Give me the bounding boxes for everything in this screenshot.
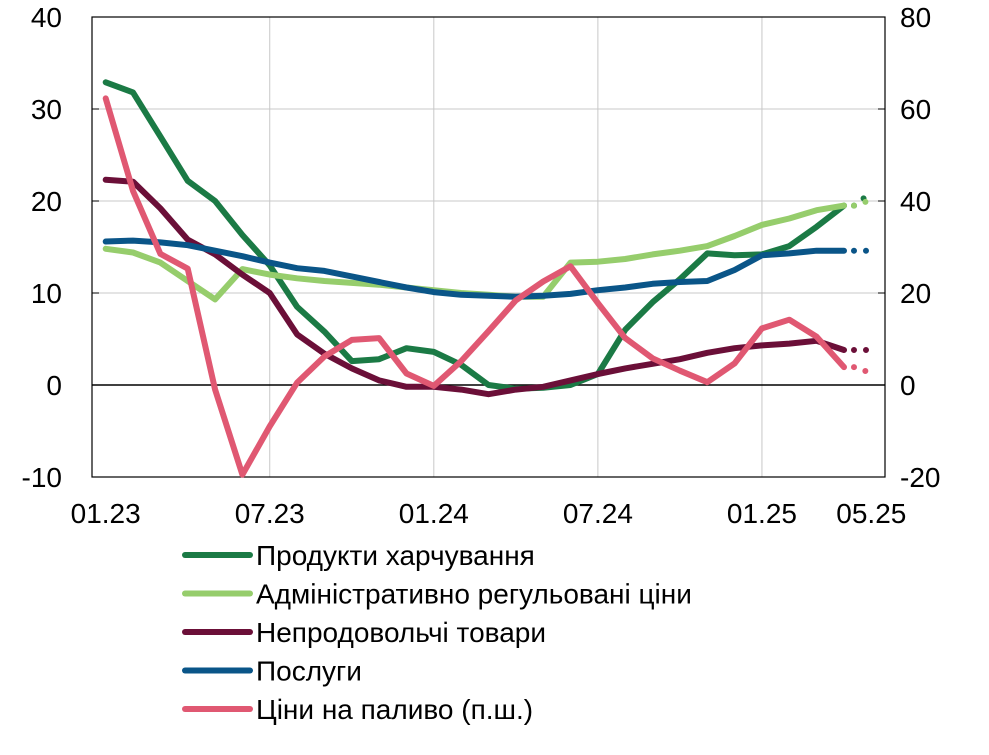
- series-line-4: [102, 95, 847, 478]
- x-tick-label: 07.23: [235, 498, 305, 529]
- y-tick-label: 30: [31, 94, 62, 125]
- y-tick-label: 40: [31, 2, 62, 33]
- series-lines: [102, 79, 874, 478]
- x-tick-label: 01.23: [71, 498, 141, 529]
- y-tick-label: 10: [31, 278, 62, 309]
- y2-tick-label: 0: [900, 370, 916, 401]
- legend: Продукти харчування Адміністративно регул…: [182, 540, 692, 725]
- series-forecast-0: [851, 189, 874, 209]
- x-tick-label: 05.25: [836, 498, 906, 529]
- plot-frame: [91, 16, 886, 478]
- y2-tick-label: 40: [900, 186, 931, 217]
- legend-label: Непродовольчі товари: [256, 617, 546, 648]
- legend-label: Продукти харчування: [256, 540, 535, 571]
- y-tick-label: -10: [22, 462, 62, 493]
- x-tick-label: 01.24: [399, 498, 469, 529]
- x-tick-label: 01.25: [727, 498, 797, 529]
- x-tick-label: 07.24: [563, 498, 633, 529]
- legend-label: Послуги: [256, 656, 362, 687]
- y-tick-label: 0: [46, 370, 62, 401]
- series-forecast-4: [851, 364, 874, 376]
- legend-label: Адміністративно регульовані ціни: [256, 579, 692, 610]
- series-line-2: [102, 176, 847, 398]
- y2-tick-label: 80: [900, 2, 931, 33]
- y2-tick-label: 20: [900, 278, 931, 309]
- legend-label: Ціни на паливо (п.ш.): [256, 694, 533, 725]
- y2-tick-label: 60: [900, 94, 931, 125]
- y-tick-label: 20: [31, 186, 62, 217]
- y2-tick-label: -20: [900, 462, 940, 493]
- series-forecast-1: [851, 197, 874, 209]
- axes: -10 0 10 20 30 40 -20 0 20 40 60 80 01.23 07.23 01.24 0…: [22, 2, 941, 529]
- series-line-0: [102, 79, 847, 392]
- series-line-3: [102, 237, 847, 300]
